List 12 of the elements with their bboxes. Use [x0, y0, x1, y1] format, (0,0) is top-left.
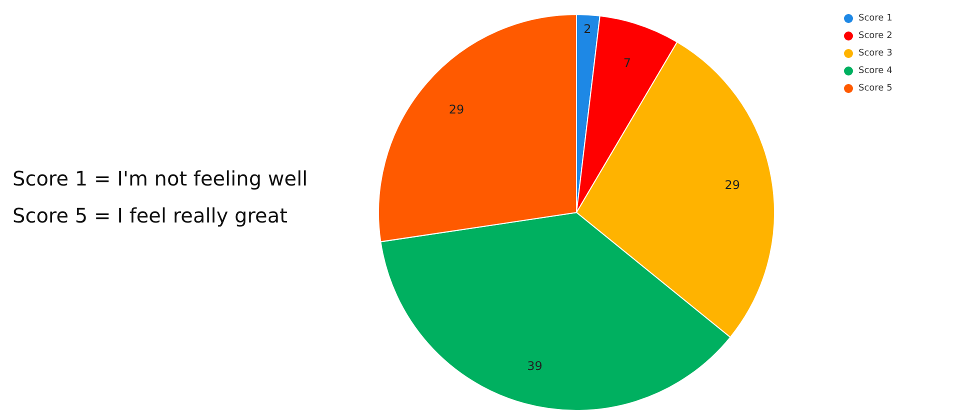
- legend-label: Score 2: [858, 31, 892, 41]
- legend-label: Score 3: [858, 48, 892, 58]
- data-label: 29: [724, 178, 740, 192]
- text: Score 5 = I feel really great: [12, 204, 288, 228]
- data-label: 39: [527, 358, 542, 373]
- data-label: 7: [623, 56, 632, 70]
- data-label: 29: [448, 102, 464, 117]
- legend-label: Score 1: [858, 14, 892, 24]
- text: Score 1 = I'm not feeling well: [12, 166, 308, 190]
- legend-label: Score 5: [858, 84, 892, 94]
- legend-label: Score 4: [858, 66, 893, 76]
- data-label: 2: [584, 22, 592, 36]
